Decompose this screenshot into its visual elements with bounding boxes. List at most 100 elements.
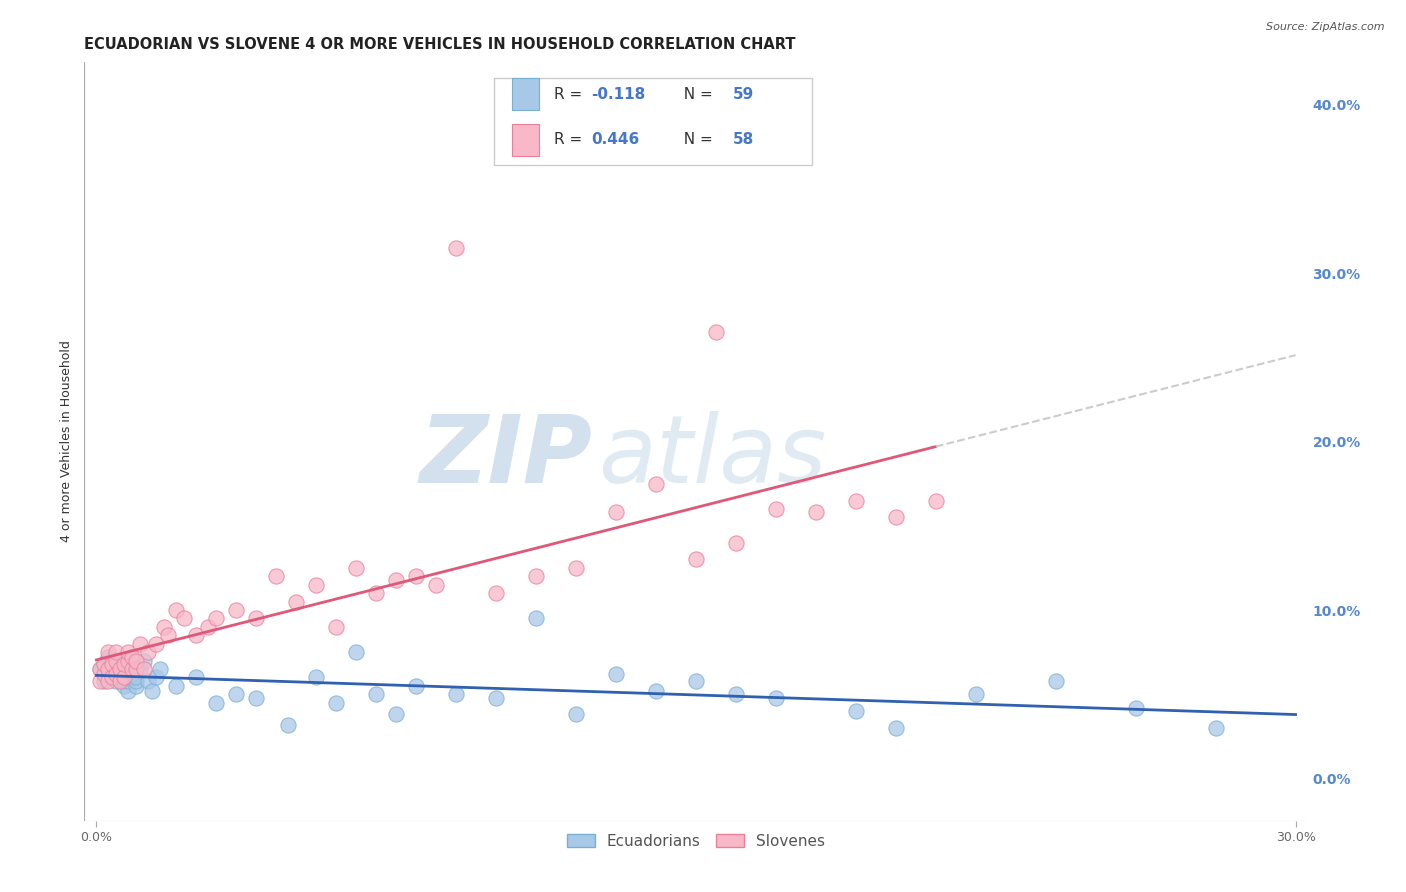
- Point: [305, 670, 328, 684]
- Point: [277, 717, 299, 731]
- Point: [344, 561, 367, 575]
- Point: [110, 662, 132, 676]
- Point: [385, 707, 408, 722]
- Point: [117, 654, 139, 668]
- Text: Source: ZipAtlas.com: Source: ZipAtlas.com: [1267, 22, 1385, 32]
- Point: [136, 645, 159, 659]
- Point: [205, 611, 228, 625]
- Point: [165, 603, 187, 617]
- Point: [884, 510, 907, 524]
- Point: [110, 662, 132, 676]
- Point: [205, 696, 228, 710]
- Point: [101, 657, 124, 671]
- Point: [305, 578, 328, 592]
- Point: [405, 569, 427, 583]
- Text: N =: N =: [673, 87, 717, 102]
- Point: [965, 687, 987, 701]
- FancyBboxPatch shape: [513, 124, 540, 156]
- Point: [101, 662, 124, 676]
- Point: [685, 552, 707, 566]
- Point: [97, 673, 120, 688]
- Point: [136, 673, 159, 688]
- Point: [112, 670, 135, 684]
- Point: [405, 679, 427, 693]
- Point: [121, 667, 143, 681]
- Point: [225, 603, 247, 617]
- Point: [285, 594, 308, 608]
- Point: [765, 690, 787, 705]
- Point: [125, 673, 148, 688]
- Point: [129, 637, 152, 651]
- Point: [105, 645, 128, 659]
- Point: [89, 673, 111, 688]
- Point: [93, 657, 115, 671]
- Point: [105, 673, 128, 688]
- Point: [524, 569, 547, 583]
- Point: [444, 241, 467, 255]
- Point: [149, 662, 172, 676]
- Point: [105, 667, 128, 681]
- Point: [724, 535, 747, 549]
- Text: R =: R =: [554, 87, 588, 102]
- Point: [112, 679, 135, 693]
- Point: [101, 670, 124, 684]
- Point: [845, 704, 868, 718]
- Point: [685, 673, 707, 688]
- Point: [125, 662, 148, 676]
- Point: [325, 696, 347, 710]
- Point: [344, 645, 367, 659]
- Point: [186, 670, 208, 684]
- Text: -0.118: -0.118: [591, 87, 645, 102]
- Point: [444, 687, 467, 701]
- Point: [112, 673, 135, 688]
- Point: [225, 687, 247, 701]
- Point: [134, 654, 156, 668]
- Point: [97, 650, 120, 665]
- Point: [157, 628, 180, 642]
- Point: [145, 637, 167, 651]
- Text: ZIP: ZIP: [419, 410, 592, 503]
- Text: 0.446: 0.446: [591, 132, 638, 147]
- Point: [605, 667, 627, 681]
- Point: [186, 628, 208, 642]
- Point: [845, 493, 868, 508]
- Text: 59: 59: [733, 87, 754, 102]
- Point: [117, 673, 139, 688]
- Point: [125, 654, 148, 668]
- Point: [197, 620, 219, 634]
- Point: [112, 657, 135, 671]
- Point: [121, 670, 143, 684]
- Point: [804, 505, 827, 519]
- Point: [153, 620, 176, 634]
- Point: [645, 476, 668, 491]
- Point: [110, 673, 132, 688]
- Point: [524, 611, 547, 625]
- Point: [93, 667, 115, 681]
- Text: ECUADORIAN VS SLOVENE 4 OR MORE VEHICLES IN HOUSEHOLD CORRELATION CHART: ECUADORIAN VS SLOVENE 4 OR MORE VEHICLES…: [84, 37, 796, 52]
- Point: [101, 654, 124, 668]
- FancyBboxPatch shape: [494, 78, 813, 165]
- Point: [89, 662, 111, 676]
- Point: [141, 684, 163, 698]
- Point: [565, 561, 588, 575]
- FancyBboxPatch shape: [513, 78, 540, 111]
- Point: [97, 667, 120, 681]
- Point: [121, 650, 143, 665]
- Text: atlas: atlas: [598, 411, 827, 502]
- Point: [134, 662, 156, 676]
- Text: R =: R =: [554, 132, 588, 147]
- Point: [264, 569, 287, 583]
- Point: [121, 662, 143, 676]
- Text: N =: N =: [673, 132, 717, 147]
- Point: [117, 662, 139, 676]
- Point: [105, 654, 128, 668]
- Point: [325, 620, 347, 634]
- Point: [925, 493, 948, 508]
- Text: 58: 58: [733, 132, 754, 147]
- Point: [366, 687, 388, 701]
- Point: [97, 662, 120, 676]
- Point: [93, 657, 115, 671]
- Point: [101, 670, 124, 684]
- Point: [1205, 721, 1227, 735]
- Point: [117, 684, 139, 698]
